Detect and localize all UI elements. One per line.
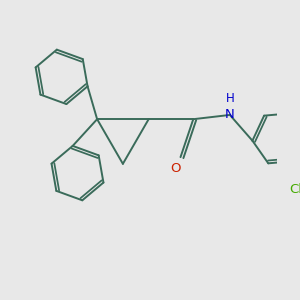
Text: H: H	[226, 92, 234, 105]
Text: O: O	[170, 162, 181, 176]
Text: N: N	[225, 108, 235, 122]
Text: Cl: Cl	[289, 183, 300, 196]
